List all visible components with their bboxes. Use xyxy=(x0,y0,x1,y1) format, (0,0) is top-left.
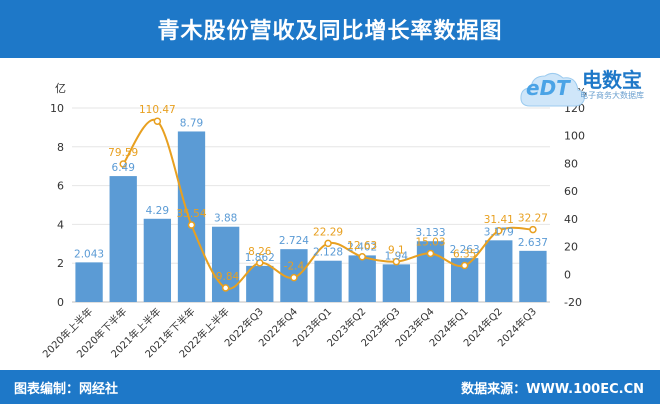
y-left-tick-label: 8 xyxy=(57,141,64,154)
line-point xyxy=(324,239,332,248)
bar-value-label: 3.88 xyxy=(214,213,237,225)
bar xyxy=(519,250,547,302)
y-right-tick-label: 0 xyxy=(564,268,571,281)
line-point xyxy=(392,257,401,266)
bar xyxy=(246,265,274,302)
y-right-tick-label: 20 xyxy=(564,241,578,254)
y-right-tick-label: 40 xyxy=(564,213,578,226)
logo-mark: eDT xyxy=(526,76,570,100)
line-point xyxy=(460,261,469,270)
line-value-label: -9.84 xyxy=(212,271,239,283)
bar xyxy=(485,240,513,302)
line-value-label: 32.27 xyxy=(518,213,548,225)
line-point xyxy=(529,225,537,234)
bar-value-label: 2.263 xyxy=(450,244,480,256)
bar xyxy=(143,218,172,302)
y-left-unit-label: 亿 xyxy=(55,82,66,95)
y-right-tick-label: -20 xyxy=(564,296,582,309)
edt-logo: eDT 电数宝 电子商务大数据库 xyxy=(518,60,658,114)
line-value-label: 22.29 xyxy=(313,226,343,238)
line-value-label: 12.63 xyxy=(347,240,377,252)
line-point xyxy=(495,227,503,235)
bar xyxy=(109,176,137,302)
bar xyxy=(314,260,342,302)
line-value-label: 15.03 xyxy=(415,236,445,248)
line-value-label: 79.59 xyxy=(108,147,138,159)
bar-value-label: 2.637 xyxy=(518,237,548,249)
bar xyxy=(382,264,411,302)
line-value-label: 8.26 xyxy=(248,246,272,258)
line-value-label: 110.47 xyxy=(139,104,176,116)
footer-source: 数据来源：WWW.100EC.CN xyxy=(461,381,644,397)
logo-tagline: 电子商务大数据库 xyxy=(580,91,644,100)
bar-value-label: 3.133 xyxy=(415,227,445,239)
line-point xyxy=(358,253,366,261)
y-left-tick-label: 10 xyxy=(50,102,64,115)
bar-value-label: 1.94 xyxy=(385,250,409,262)
cloud-icon xyxy=(520,72,585,107)
bar-value-label: 1.862 xyxy=(245,252,275,264)
bar-value-label: 2.128 xyxy=(313,247,343,259)
bar xyxy=(348,255,376,302)
line-point xyxy=(187,221,196,229)
bar-value-label: 4.29 xyxy=(146,205,169,217)
y-left-tick-label: 2 xyxy=(57,257,64,270)
line-point xyxy=(153,117,162,125)
y-right-tick-label: 60 xyxy=(564,185,578,198)
y-left-tick-label: 6 xyxy=(57,180,64,193)
line-point xyxy=(221,284,230,292)
y-left-tick-label: 4 xyxy=(57,218,64,231)
y-left-tick-label: 0 xyxy=(57,296,64,309)
line-point xyxy=(119,160,127,168)
logo-name: 电数宝 xyxy=(582,68,642,92)
chart-title: 青木股份营收及同比增长率数据图 xyxy=(157,19,503,44)
chart-header: 青木股份营收及同比增长率数据图 xyxy=(0,0,660,58)
line-point xyxy=(290,273,298,282)
line-point xyxy=(256,259,264,267)
bar-value-label: 8.79 xyxy=(180,117,203,129)
bar xyxy=(75,262,103,302)
y-right-tick-label: 100 xyxy=(564,130,585,143)
line-value-label: 9.1 xyxy=(388,245,405,257)
y-right-tick-label: 80 xyxy=(564,157,578,170)
bar xyxy=(177,131,206,302)
line-point xyxy=(426,249,435,258)
line-value-label: 35.54 xyxy=(176,208,206,220)
line-value-label: -2.4 xyxy=(284,261,305,273)
chart-footer: 图表编制：网经社 数据来源：WWW.100EC.CN xyxy=(0,370,660,404)
line-value-label: 31.41 xyxy=(484,214,514,226)
bar-value-label: 6.49 xyxy=(112,162,135,174)
line-value-label: 6.35 xyxy=(453,248,476,260)
bar-value-label: 2.724 xyxy=(279,235,309,247)
bar-value-label: 3.179 xyxy=(484,226,514,238)
footer-credit: 图表编制：网经社 xyxy=(14,381,119,397)
bar-value-label: 2.402 xyxy=(347,241,377,253)
bar-value-label: 2.043 xyxy=(74,248,104,260)
